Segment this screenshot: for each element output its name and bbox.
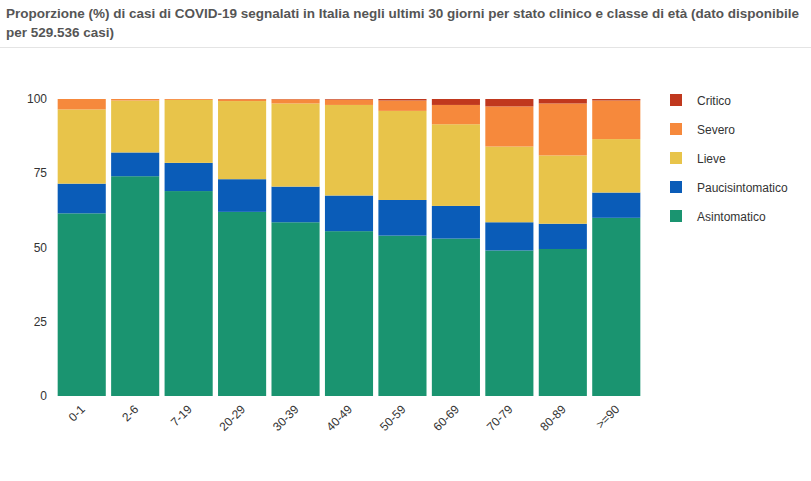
legend-label: Critico (697, 94, 731, 108)
bar-segment (432, 99, 480, 105)
bar-segment (165, 99, 213, 100)
bar-segment (218, 99, 266, 100)
x-tick-label: 80-89 (537, 402, 569, 434)
bar-segment (485, 106, 533, 146)
x-tick-label: 30-39 (270, 402, 302, 434)
bar-segment (111, 100, 159, 152)
bar-segment (325, 196, 373, 232)
bar-segment (539, 155, 587, 223)
bar-segment (58, 184, 106, 214)
bar-segment (432, 105, 480, 124)
x-tick-label: 7-19 (168, 402, 195, 429)
bar-segment (218, 212, 266, 396)
bar-segment (592, 99, 640, 100)
bar-segment (378, 200, 426, 236)
bar-segment (539, 224, 587, 249)
bar-segment (165, 191, 213, 396)
bar-segment (325, 99, 373, 100)
bars (58, 99, 641, 396)
bar-segment (58, 99, 106, 109)
bar-segment (378, 99, 426, 100)
x-tick-label: 40-49 (324, 402, 356, 434)
bar-segment (271, 99, 319, 103)
y-tick-label: 100 (27, 92, 47, 106)
bar-segment (539, 103, 587, 155)
bar-segment (111, 99, 159, 100)
bar-segment (325, 231, 373, 396)
bar-segment (325, 100, 373, 105)
bar-segment (378, 236, 426, 396)
bar-segment (539, 249, 587, 396)
bar-segment (432, 239, 480, 396)
y-tick-label: 25 (34, 315, 48, 329)
bar-segment (218, 101, 266, 179)
chart-title: Proporzione (%) di casi di COVID-19 segn… (6, 4, 804, 42)
y-tick-label: 0 (40, 389, 47, 403)
bar-segment (485, 99, 533, 106)
bar-segment (218, 179, 266, 212)
bar-segment (165, 100, 213, 163)
bar-segment (271, 222, 319, 396)
bar-segment (165, 163, 213, 191)
bar-segment (111, 152, 159, 176)
bar-segment (592, 100, 640, 139)
bar-segment (271, 99, 319, 100)
y-tick-label: 75 (34, 166, 48, 180)
x-tick-label: 0-1 (66, 402, 88, 424)
title-rule (0, 47, 811, 48)
bar-segment (111, 99, 159, 100)
bar-segment (58, 109, 106, 183)
legend-swatch (670, 181, 682, 193)
x-tick-label: >=90 (593, 402, 622, 431)
legend-swatch (670, 152, 682, 164)
x-tick-label: 60-69 (430, 402, 462, 434)
bar-segment (592, 139, 640, 192)
y-tick-label: 50 (34, 241, 48, 255)
bar-segment (432, 206, 480, 239)
x-tick-label: 70-79 (484, 402, 516, 434)
legend-swatch (670, 123, 682, 135)
bar-segment (485, 250, 533, 396)
bar-segment (218, 99, 266, 101)
bar-segment (485, 222, 533, 250)
legend-label: Severo (697, 123, 735, 137)
bar-segment (271, 187, 319, 223)
bar-segment (592, 193, 640, 218)
legend-label: Asintomatico (697, 210, 766, 224)
x-tick-label: 2-6 (119, 402, 141, 424)
bar-segment (165, 99, 213, 100)
bar-segment (378, 111, 426, 200)
legend-label: Paucisintomatico (697, 181, 788, 195)
legend-swatch (670, 210, 682, 222)
bar-segment (485, 147, 533, 223)
bar-segment (325, 105, 373, 196)
bar-segment (592, 218, 640, 396)
bar-segment (539, 99, 587, 103)
bar-segment (432, 124, 480, 206)
x-tick-label: 20-29 (217, 402, 249, 434)
x-tick-label: 50-59 (377, 402, 409, 434)
bar-segment (378, 100, 426, 110)
bar-segment (111, 176, 159, 396)
chart: 0 25 50 75 100 0-1 2-6 7-19 20-29 30-39 40-49 50-59… (0, 0, 811, 481)
legend-label: Lieve (697, 152, 726, 166)
bar-segment (58, 99, 106, 100)
legend-swatch (670, 94, 682, 106)
bar-segment (58, 213, 106, 396)
bar-segment (271, 103, 319, 186)
